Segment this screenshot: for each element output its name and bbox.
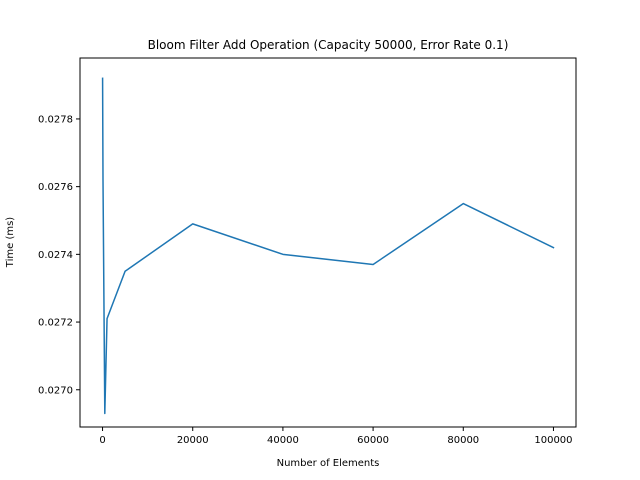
plot-frame xyxy=(79,57,577,428)
x-tick-label: 60000 xyxy=(357,435,389,446)
x-tick-label: 40000 xyxy=(267,435,299,446)
plot-content xyxy=(101,77,555,415)
x-tick-label: 0 xyxy=(99,435,105,446)
y-tick-label: 0.0270 xyxy=(38,385,73,396)
y-tick-label: 0.0276 xyxy=(38,182,73,193)
y-tick-label: 0.0274 xyxy=(38,250,73,261)
series-line-0 xyxy=(101,77,555,415)
x-tick-label: 20000 xyxy=(177,435,209,446)
y-tick-label: 0.0278 xyxy=(38,114,73,125)
x-tick-label: 80000 xyxy=(447,435,479,446)
y-axis-label: Time (ms) xyxy=(5,217,16,269)
x-axis-label: Number of Elements xyxy=(277,458,380,469)
x-axis: 0 20000 40000 60000 80000 100000 xyxy=(99,427,573,446)
y-tick-label: 0.0272 xyxy=(38,318,73,329)
y-axis: 0.0270 0.0272 0.0274 0.0276 0.0278 xyxy=(38,114,80,396)
x-tick-label: 100000 xyxy=(534,435,572,446)
chart-title: Bloom Filter Add Operation (Capacity 500… xyxy=(148,38,509,52)
